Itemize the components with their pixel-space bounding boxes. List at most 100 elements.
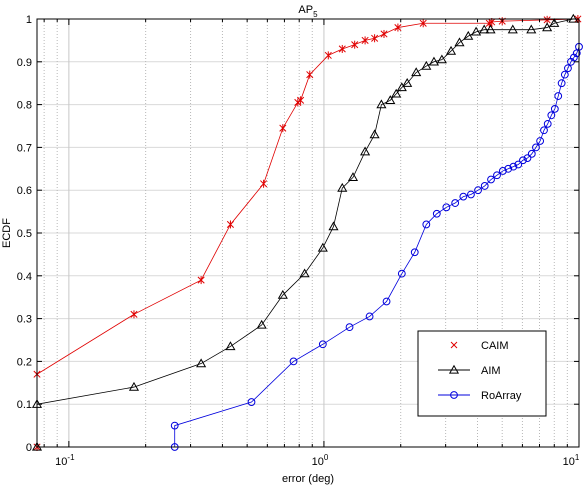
data-point bbox=[422, 220, 431, 229]
data-point bbox=[442, 203, 451, 212]
y-axis-label: ECDF bbox=[1, 218, 13, 248]
y-tick-label: 0.9 bbox=[17, 57, 32, 69]
data-point bbox=[459, 192, 468, 201]
data-point bbox=[485, 24, 496, 34]
data-point bbox=[279, 124, 287, 133]
data-point bbox=[338, 44, 346, 53]
data-point bbox=[394, 23, 402, 32]
legend-label: RoArray bbox=[481, 390, 522, 402]
data-point bbox=[454, 37, 465, 47]
data-point bbox=[560, 70, 569, 79]
chart-title-main: AP bbox=[298, 4, 313, 16]
data-point bbox=[474, 186, 482, 195]
data-point bbox=[376, 99, 387, 109]
data-point bbox=[289, 357, 298, 366]
data-point bbox=[170, 421, 179, 430]
data-point bbox=[247, 398, 256, 406]
x-tick-label: 10-1 bbox=[55, 453, 75, 468]
series-layer bbox=[31, 13, 583, 451]
y-tick-label: 0.3 bbox=[17, 314, 32, 326]
y-tick-label: 0 bbox=[26, 442, 32, 454]
data-point bbox=[410, 248, 419, 257]
data-point bbox=[450, 391, 458, 399]
data-point bbox=[361, 36, 369, 45]
legend-label: CAIM bbox=[481, 340, 509, 352]
x-axis-label: error (deg) bbox=[282, 473, 334, 485]
data-point bbox=[523, 154, 532, 163]
data-point bbox=[391, 88, 402, 98]
data-point bbox=[397, 269, 406, 278]
data-point bbox=[130, 310, 138, 319]
data-point bbox=[550, 104, 559, 113]
data-point bbox=[277, 289, 288, 299]
y-tick-label: 0.6 bbox=[17, 185, 32, 197]
data-point bbox=[345, 323, 354, 332]
data-point bbox=[382, 297, 391, 306]
data-point bbox=[371, 34, 379, 43]
data-point bbox=[306, 70, 314, 79]
data-point bbox=[337, 182, 348, 192]
data-point bbox=[385, 95, 396, 104]
data-point bbox=[347, 172, 359, 182]
chart-title: AP5 bbox=[298, 4, 318, 19]
legend-item-caim: CAIM bbox=[450, 340, 509, 352]
data-point bbox=[369, 129, 380, 139]
data-point bbox=[318, 340, 327, 349]
data-point bbox=[549, 18, 560, 27]
data-point bbox=[479, 24, 490, 34]
data-point bbox=[396, 82, 407, 92]
data-point bbox=[536, 137, 545, 145]
data-point bbox=[365, 312, 374, 321]
data-point bbox=[451, 199, 460, 207]
data-point bbox=[351, 40, 359, 49]
data-point bbox=[487, 175, 495, 184]
data-point bbox=[196, 358, 207, 368]
data-point bbox=[568, 13, 579, 23]
data-point bbox=[542, 22, 553, 32]
series-line bbox=[174, 46, 580, 447]
data-point bbox=[547, 111, 556, 120]
legend-box bbox=[417, 330, 547, 417]
data-point bbox=[498, 167, 507, 175]
data-point bbox=[509, 162, 518, 171]
data-point bbox=[436, 54, 447, 64]
data-point bbox=[31, 441, 43, 451]
data-point bbox=[519, 156, 527, 165]
data-point bbox=[225, 341, 236, 351]
legend-item-roarray: RoArray bbox=[438, 390, 522, 402]
data-point bbox=[299, 268, 310, 278]
data-point bbox=[527, 149, 536, 158]
data-point bbox=[411, 67, 422, 77]
series-roarray bbox=[170, 42, 583, 451]
data-point bbox=[324, 51, 332, 60]
data-point bbox=[448, 364, 460, 374]
data-point bbox=[493, 171, 501, 180]
data-point bbox=[197, 276, 205, 285]
legend-label: AIM bbox=[481, 365, 501, 377]
y-tick-label: 0.2 bbox=[17, 356, 32, 368]
data-point bbox=[507, 24, 518, 34]
data-point bbox=[226, 220, 234, 229]
legend-entries: CAIM AIM RoArray bbox=[438, 340, 522, 402]
data-point bbox=[445, 45, 457, 55]
data-point bbox=[514, 160, 523, 169]
y-tick-label: 0.5 bbox=[17, 228, 32, 240]
data-point bbox=[419, 19, 427, 28]
x-tick-label: 100 bbox=[312, 453, 329, 468]
data-point bbox=[260, 179, 268, 188]
data-point bbox=[380, 29, 388, 38]
data-point bbox=[504, 164, 513, 173]
y-tick-label: 0.7 bbox=[17, 142, 32, 154]
data-point bbox=[564, 64, 572, 73]
data-point bbox=[557, 79, 566, 88]
data-point bbox=[317, 242, 328, 252]
data-point bbox=[128, 381, 140, 391]
axes: 0 0.1 0.2 0.3 0.4 0.5 0.6 0.7 0.8 0.9 1 10-1 100 101 bbox=[17, 14, 580, 468]
data-point bbox=[432, 209, 441, 218]
data-point bbox=[532, 143, 540, 152]
y-tick-label: 0.1 bbox=[17, 399, 32, 411]
legend-item-aim: AIM bbox=[438, 364, 501, 377]
data-point bbox=[554, 92, 563, 100]
data-point bbox=[421, 60, 432, 70]
data-point bbox=[297, 96, 305, 105]
